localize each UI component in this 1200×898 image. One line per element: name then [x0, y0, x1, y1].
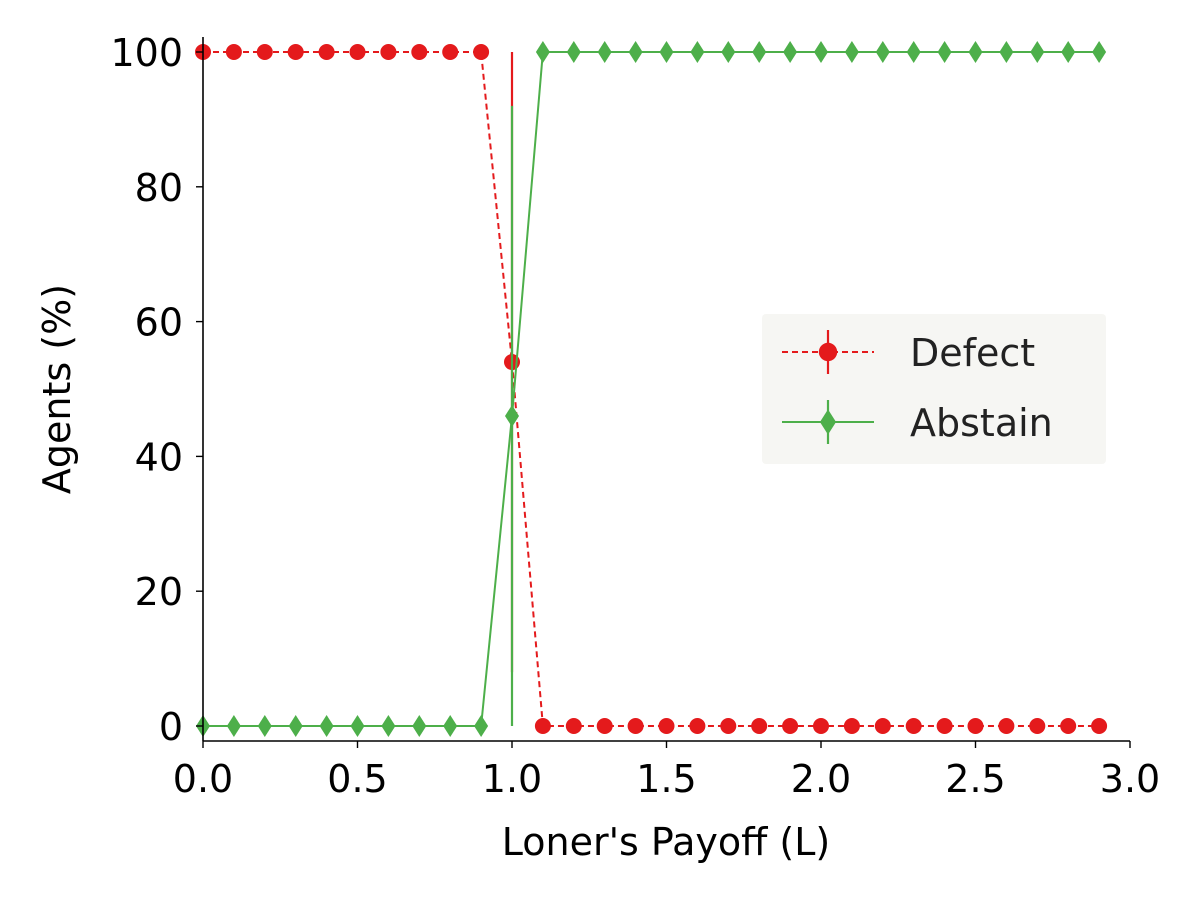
x-axis-title: Loner's Payoff (L)	[502, 820, 830, 864]
data-point	[1061, 41, 1076, 63]
data-point	[319, 715, 334, 737]
data-point	[968, 41, 983, 63]
y-axis-title: Agents (%)	[35, 284, 79, 494]
data-point	[658, 718, 675, 734]
data-point	[411, 44, 428, 60]
data-point	[287, 44, 304, 60]
data-point	[627, 718, 644, 734]
data-point	[350, 715, 365, 737]
data-point	[689, 718, 706, 734]
data-point	[818, 342, 838, 362]
data-point	[225, 44, 242, 60]
data-point	[659, 41, 674, 63]
series-abstain	[196, 41, 1107, 737]
data-point	[1029, 718, 1046, 734]
data-point	[257, 715, 272, 737]
x-tick-label: 3.0	[1100, 757, 1160, 801]
data-point	[256, 44, 273, 60]
data-point	[1060, 718, 1077, 734]
x-tick-label: 0.5	[327, 757, 387, 801]
data-point	[535, 41, 550, 63]
data-point	[349, 44, 366, 60]
data-point	[998, 718, 1015, 734]
legend: Defect Abstain	[762, 314, 1106, 464]
data-point	[905, 718, 922, 734]
data-point	[720, 718, 737, 734]
legend-item-abstain: Abstain	[782, 400, 1053, 445]
x-tick-label: 1.5	[636, 757, 696, 801]
data-point	[690, 41, 705, 63]
x-tick-label: 2.5	[945, 757, 1005, 801]
data-point	[906, 41, 921, 63]
data-point	[751, 718, 768, 734]
data-point	[596, 718, 613, 734]
y-tick-label: 60	[135, 301, 183, 345]
data-point	[318, 44, 335, 60]
data-point	[442, 44, 459, 60]
y-tick-label: 40	[135, 435, 183, 479]
data-point	[505, 404, 519, 427]
data-point	[473, 44, 490, 60]
data-point	[1030, 41, 1045, 63]
data-point	[566, 41, 581, 63]
data-point	[380, 44, 397, 60]
data-point	[814, 41, 828, 63]
x-tick-label: 0.0	[173, 757, 233, 801]
data-point	[819, 409, 837, 435]
data-point	[412, 715, 427, 737]
data-point	[937, 41, 952, 63]
data-point	[752, 41, 767, 63]
data-point	[628, 41, 643, 63]
data-point	[999, 41, 1014, 63]
data-point	[226, 715, 241, 737]
data-point	[1092, 41, 1107, 63]
data-point	[474, 715, 489, 737]
data-point	[874, 718, 891, 734]
data-point	[844, 41, 859, 63]
legend-label: Abstain	[910, 401, 1053, 445]
data-point	[843, 718, 860, 734]
data-point	[381, 715, 396, 737]
data-point	[936, 718, 953, 734]
data-point	[597, 41, 612, 63]
data-point	[813, 718, 829, 734]
data-point	[288, 715, 303, 737]
y-tick-label: 80	[135, 166, 183, 210]
data-point	[967, 718, 984, 734]
data-point	[783, 41, 798, 63]
y-tick-label: 100	[110, 31, 183, 75]
data-point	[721, 41, 736, 63]
series-defect	[195, 44, 1108, 734]
data-point	[565, 718, 582, 734]
y-tick-label: 0	[159, 705, 183, 749]
legend-label: Defect	[910, 331, 1035, 375]
x-tick-label: 1.0	[482, 757, 542, 801]
x-tick-label: 2.0	[791, 757, 851, 801]
data-point	[443, 715, 458, 737]
plot-area	[195, 41, 1108, 737]
legend-item-defect: Defect	[782, 330, 1035, 375]
tick-labels: 0.0 0.5 1.0 1.5 2.0 2.5 3.0 0 20 40 60 80 100	[110, 31, 1160, 801]
y-tick-label: 20	[135, 570, 183, 614]
data-point	[534, 718, 551, 734]
data-point	[1091, 718, 1108, 734]
data-point	[875, 41, 890, 63]
data-point	[782, 718, 799, 734]
